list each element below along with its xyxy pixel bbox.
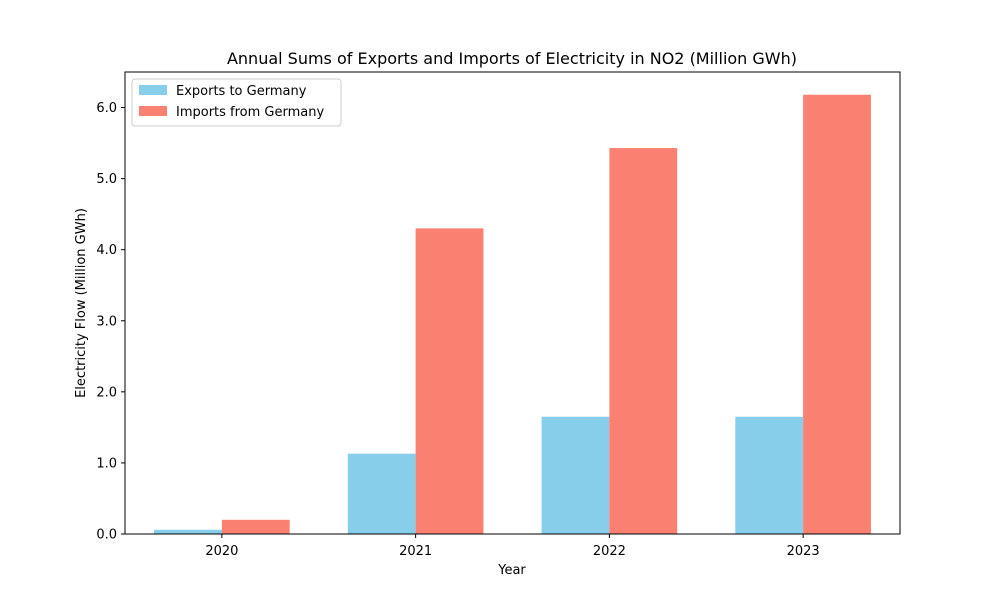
bar-imports-2023 <box>803 94 871 535</box>
bar-imports-2020 <box>221 519 290 534</box>
y-axis-ticks: 0.0 1.0 2.0 3.0 4.0 5.0 6.0 <box>96 101 125 543</box>
y-tick-label: 6.0 <box>96 101 117 116</box>
y-tick-label: 0.0 <box>96 528 117 543</box>
chart-title: Annual Sums of Exports and Imports of El… <box>227 49 797 68</box>
legend-swatch-exports <box>139 85 167 95</box>
x-axis-ticks: 2020 2021 2022 2023 <box>205 534 820 559</box>
x-axis-label: Year <box>497 563 526 578</box>
legend-swatch-imports <box>139 106 167 116</box>
x-tick-label: 2022 <box>593 544 626 559</box>
y-tick-label: 4.0 <box>96 243 117 258</box>
bar-imports-2021 <box>415 228 484 534</box>
legend: Exports to Germany Imports from Germany <box>131 78 342 127</box>
y-axis-label: Electricity Flow (Million GWh) <box>74 208 89 398</box>
y-tick-label: 2.0 <box>96 385 117 400</box>
bar-exports-2021 <box>347 453 416 534</box>
bars-group <box>154 94 871 535</box>
x-tick-label: 2020 <box>205 544 238 559</box>
bar-exports-2022 <box>541 416 610 534</box>
plot-frame <box>124 71 901 535</box>
x-tick-label: 2023 <box>787 544 820 559</box>
legend-frame <box>131 78 342 127</box>
y-tick-label: 5.0 <box>96 172 117 187</box>
y-tick-label: 3.0 <box>96 314 117 329</box>
x-tick-label: 2021 <box>399 544 432 559</box>
bar-exports-2020 <box>154 529 222 534</box>
bar-imports-2022 <box>609 148 678 535</box>
y-tick-label: 1.0 <box>96 456 117 471</box>
bar-exports-2023 <box>735 416 804 534</box>
legend-label-exports: Exports to Germany <box>176 84 307 99</box>
legend-label-imports: Imports from Germany <box>176 105 324 120</box>
